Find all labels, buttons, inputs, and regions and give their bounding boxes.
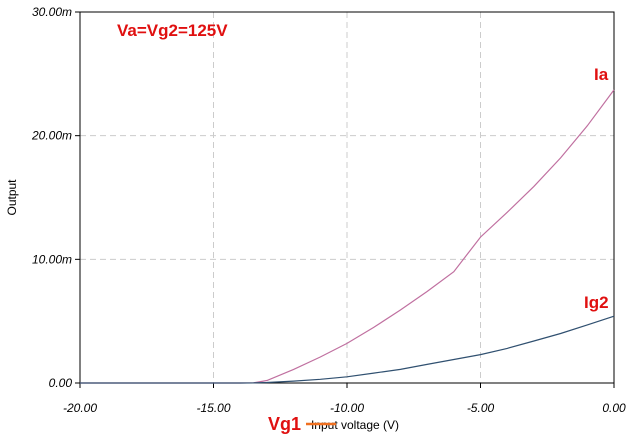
- y-tick-label: 20.00m: [31, 129, 72, 143]
- y-tick-label: 10.00m: [32, 252, 72, 266]
- x-tick-label: 0.00: [602, 401, 626, 415]
- y-axis-ticks: 0.00 10.00m 20.00m 30.00m: [31, 5, 80, 390]
- grid: [80, 12, 614, 383]
- y-axis-label: Output: [5, 179, 19, 216]
- x-tick-label: -15.00: [196, 401, 230, 415]
- ia-series-label: Ia: [594, 65, 609, 84]
- series-line-ig2: [80, 315, 615, 384]
- y-tick-label: 30.00m: [32, 5, 72, 19]
- x-tick-label: -20.00: [63, 401, 97, 415]
- condition-annotation: Va=Vg2=125V: [117, 21, 228, 40]
- series-group: [80, 89, 615, 384]
- x-axis-ticks: -20.00 -15.00 -10.00 -5.00 0.00: [63, 383, 626, 415]
- x-tick-label: -10.00: [330, 401, 364, 415]
- y-tick-label: 0.00: [49, 376, 73, 390]
- vg1-axis-annotation: Vg1: [268, 414, 301, 434]
- x-tick-label: -5.00: [467, 401, 495, 415]
- ig2-series-label: Ig2: [584, 293, 609, 312]
- x-axis-label: Input voltage (V): [311, 418, 399, 432]
